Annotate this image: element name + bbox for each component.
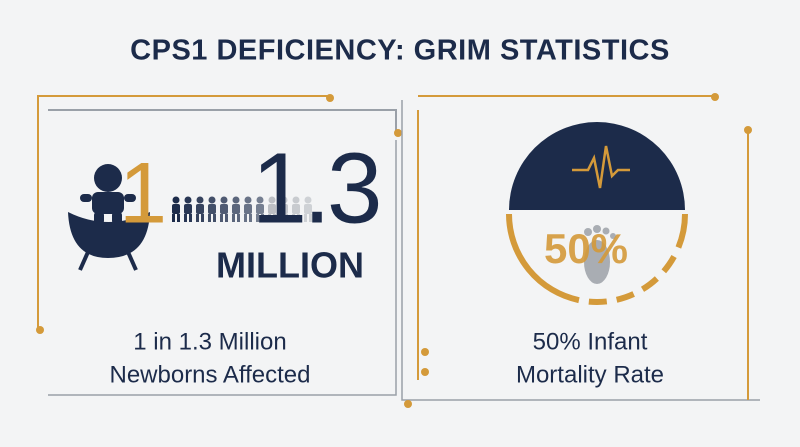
person-figure: [232, 196, 240, 222]
person-figure: [304, 196, 312, 222]
gauge-label: 50%: [544, 225, 628, 272]
people-row: [172, 196, 312, 222]
mortality-gauge: [506, 122, 688, 305]
title: CPS1 DEFICIENCY: GRIM STATISTICS: [130, 35, 670, 67]
baby-cradle-icon: [68, 164, 150, 271]
caption-line: 50% Infant: [533, 328, 648, 355]
person-figure: [208, 196, 216, 222]
person-figure: [196, 196, 204, 222]
caption-line: 1 in 1.3 Million: [133, 328, 286, 355]
person-figure: [184, 196, 192, 222]
person-figure: [280, 196, 288, 222]
person-figure: [220, 196, 228, 222]
left-frame: [36, 94, 402, 396]
icon-number: 1: [119, 146, 167, 242]
person-figure: [292, 196, 300, 222]
person-figure: [268, 196, 276, 222]
big-unit: MILLION: [216, 245, 364, 286]
person-figure: [244, 196, 252, 222]
caption-line: Newborns Affected: [109, 361, 310, 388]
right-frame: [401, 93, 760, 408]
person-figure: [172, 196, 180, 222]
caption-line: Mortality Rate: [516, 361, 664, 388]
big-number: 1.3: [251, 132, 378, 244]
person-figure: [256, 196, 264, 222]
